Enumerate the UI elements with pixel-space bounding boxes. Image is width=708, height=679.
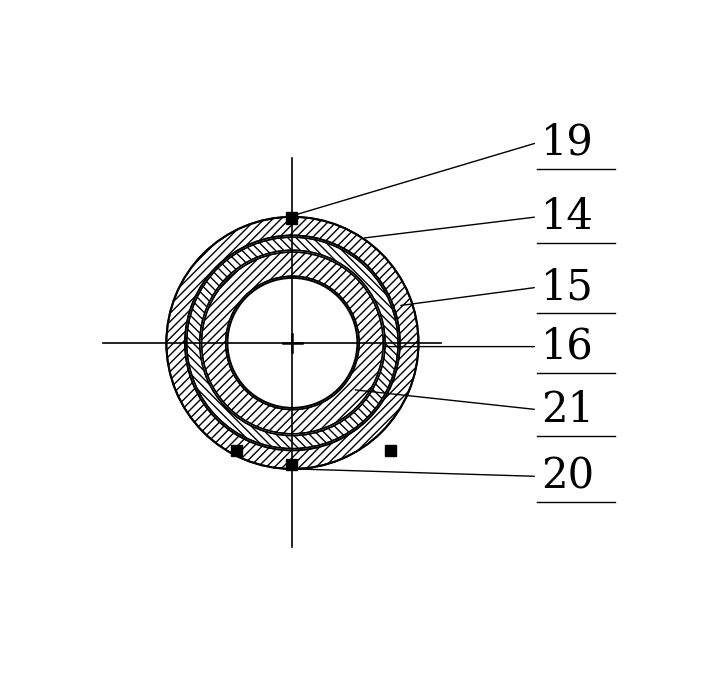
Text: 20: 20 (541, 456, 594, 497)
Text: 14: 14 (541, 196, 594, 238)
Circle shape (227, 278, 358, 408)
Text: 16: 16 (541, 326, 593, 367)
Bar (286, 213, 297, 223)
Bar (286, 458, 297, 470)
Text: 21: 21 (541, 388, 594, 430)
Bar (232, 445, 242, 456)
Bar (385, 445, 396, 456)
Text: 15: 15 (541, 266, 594, 308)
Text: 19: 19 (541, 122, 593, 164)
